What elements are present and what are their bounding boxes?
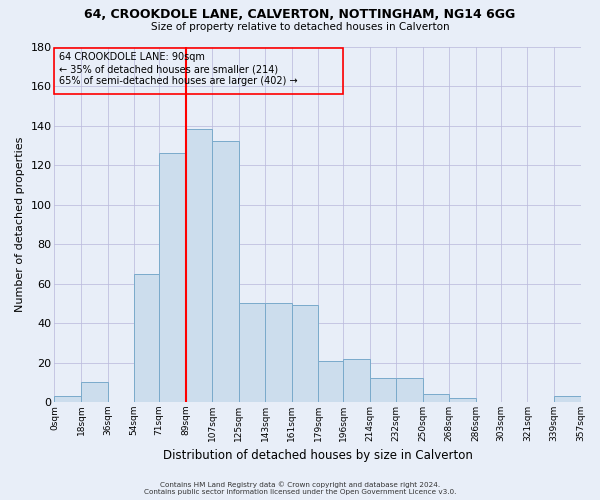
- Bar: [55, 396, 81, 402]
- Bar: [212, 142, 239, 402]
- Bar: [55, 48, 343, 94]
- Bar: [185, 130, 212, 402]
- Text: Contains HM Land Registry data © Crown copyright and database right 2024.: Contains HM Land Registry data © Crown c…: [160, 481, 440, 488]
- X-axis label: Distribution of detached houses by size in Calverton: Distribution of detached houses by size …: [163, 450, 472, 462]
- Bar: [370, 378, 397, 402]
- Y-axis label: Number of detached properties: Number of detached properties: [15, 136, 25, 312]
- Bar: [318, 360, 343, 402]
- Bar: [343, 358, 370, 402]
- Text: 64 CROOKDOLE LANE: 90sqm: 64 CROOKDOLE LANE: 90sqm: [59, 52, 205, 62]
- Text: 65% of semi-detached houses are larger (402) →: 65% of semi-detached houses are larger (…: [59, 76, 298, 86]
- Text: ← 35% of detached houses are smaller (214): ← 35% of detached houses are smaller (21…: [59, 64, 278, 74]
- Text: Contains public sector information licensed under the Open Government Licence v3: Contains public sector information licen…: [144, 489, 456, 495]
- Text: Size of property relative to detached houses in Calverton: Size of property relative to detached ho…: [151, 22, 449, 32]
- Text: 64, CROOKDOLE LANE, CALVERTON, NOTTINGHAM, NG14 6GG: 64, CROOKDOLE LANE, CALVERTON, NOTTINGHA…: [85, 8, 515, 20]
- Bar: [134, 274, 159, 402]
- Bar: [159, 153, 185, 402]
- Bar: [423, 394, 449, 402]
- Bar: [81, 382, 107, 402]
- Bar: [397, 378, 423, 402]
- Bar: [265, 304, 292, 402]
- Bar: [292, 305, 318, 402]
- Bar: [239, 304, 265, 402]
- Bar: [449, 398, 476, 402]
- Bar: [554, 396, 581, 402]
